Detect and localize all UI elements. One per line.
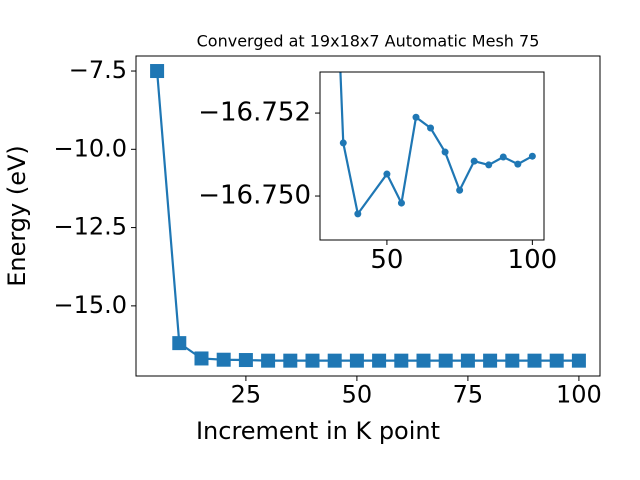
marker (483, 353, 498, 368)
marker (485, 161, 493, 169)
marker (416, 353, 431, 368)
marker (305, 353, 320, 368)
marker (412, 113, 420, 121)
marker (460, 353, 475, 368)
y-tick-label: −16.750 (198, 181, 311, 211)
axes-frame (319, 71, 545, 241)
marker (349, 353, 364, 368)
marker (383, 170, 391, 178)
marker (172, 336, 187, 351)
marker (261, 353, 276, 368)
y-axis-label: Energy (eV) (3, 145, 31, 287)
y-tick-label: −12.5 (53, 213, 127, 241)
x-tick-label: 75 (453, 380, 484, 408)
y-tick-label: −15.0 (53, 291, 127, 319)
x-tick-label: 50 (370, 245, 403, 275)
x-axis-label: Increment in K point (196, 417, 440, 445)
x-tick-label: 25 (231, 380, 262, 408)
marker (238, 353, 253, 368)
marker (372, 353, 387, 368)
marker (194, 351, 209, 366)
marker (456, 186, 464, 194)
marker (571, 353, 586, 368)
marker (394, 353, 409, 368)
marker (327, 353, 342, 368)
marker (427, 124, 435, 132)
marker (514, 160, 522, 168)
marker (438, 353, 453, 368)
marker (527, 353, 542, 368)
marker (441, 148, 449, 156)
marker (397, 199, 405, 207)
series (339, 72, 536, 218)
marker (339, 139, 347, 147)
marker (528, 152, 536, 160)
marker (499, 153, 507, 161)
marker (283, 353, 298, 368)
y-tick-label: −7.5 (69, 56, 127, 84)
marker (354, 210, 362, 218)
x-tick-label: 100 (508, 245, 558, 275)
marker (150, 64, 165, 79)
marker (505, 353, 520, 368)
marker (216, 352, 231, 367)
marker (549, 353, 564, 368)
x-tick-label: 100 (556, 380, 602, 408)
y-tick-label: −10.0 (53, 134, 127, 162)
x-tick-label: 50 (342, 380, 373, 408)
plot-area (320, 72, 544, 240)
axes-frame (135, 55, 601, 377)
y-tick-label: −16.752 (198, 98, 311, 128)
chart-title: Converged at 19x18x7 Automatic Mesh 75 (197, 32, 540, 51)
series (150, 64, 586, 368)
marker (470, 157, 478, 165)
